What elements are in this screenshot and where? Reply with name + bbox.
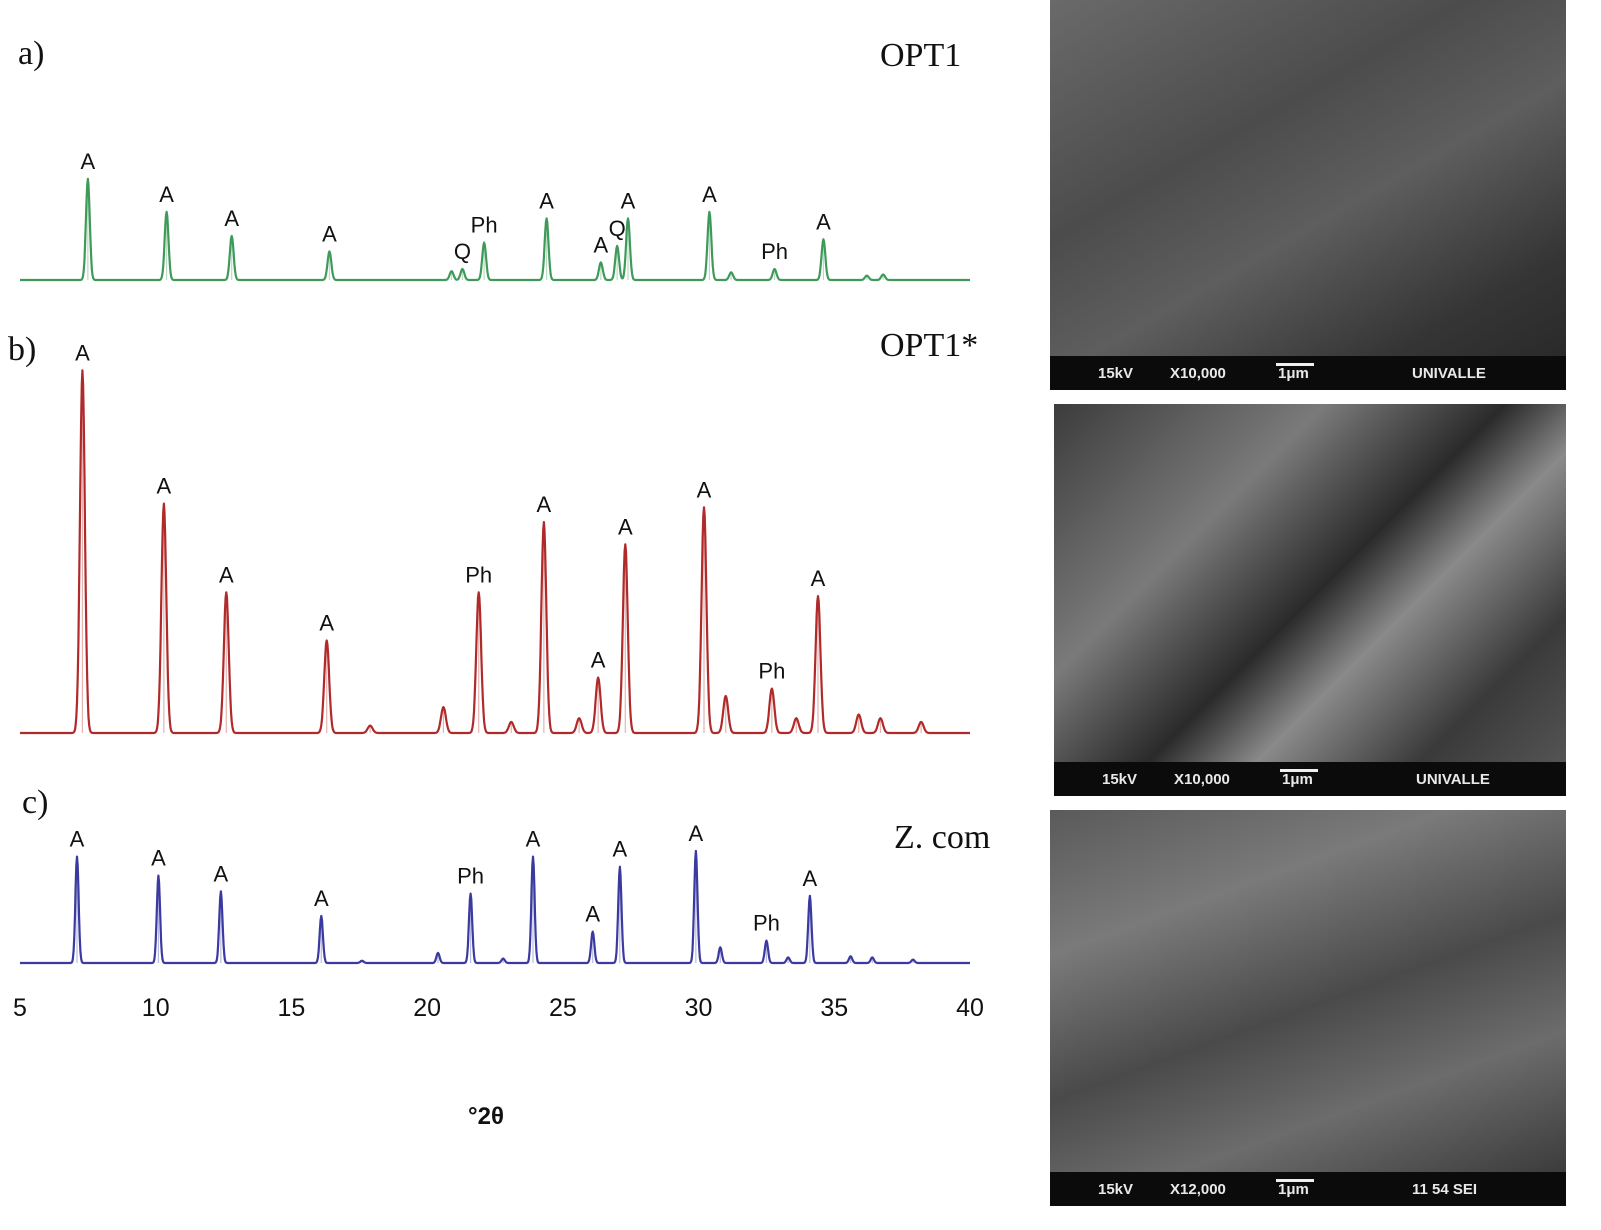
peak-label: A xyxy=(613,837,628,862)
peak-label: A xyxy=(539,188,554,213)
sem-info-bar xyxy=(1054,762,1566,796)
x-tick-label: 35 xyxy=(820,994,848,1022)
sem-voltage: 15kV xyxy=(1102,771,1138,788)
peak-label: A xyxy=(702,182,717,207)
peak-label: Ph xyxy=(761,239,788,264)
peak-label: A xyxy=(689,821,704,846)
peak-label: A xyxy=(591,648,606,673)
peak-label: Q xyxy=(609,216,626,241)
peak-label: A xyxy=(618,514,633,539)
sample-name-opt1: OPT1 xyxy=(880,37,961,74)
peak-label: Ph xyxy=(471,213,498,238)
peak-label: A xyxy=(526,827,541,852)
x-tick-label: 30 xyxy=(685,994,713,1022)
panel-label-a: a) xyxy=(18,35,44,72)
x-axis-ticks: 5 10 15 20 25 30 35 40 xyxy=(13,994,984,1022)
x-tick-label: 20 xyxy=(413,994,441,1022)
panel-label-b: b) xyxy=(8,331,36,368)
peak-label: A xyxy=(314,886,329,911)
x-axis-label: °2θ xyxy=(468,1103,504,1130)
sem-magnification: X10,000 xyxy=(1174,771,1230,788)
sem-scale-label: 1μm xyxy=(1278,1181,1309,1198)
peak-label: A xyxy=(219,562,234,587)
peak-label: A xyxy=(621,188,636,213)
sample-name-opt1-star: OPT1* xyxy=(880,327,978,364)
peak-label: Ph xyxy=(457,864,484,889)
sem-institution: UNIVALLE xyxy=(1412,365,1486,382)
peak-label: A xyxy=(319,611,334,636)
peak-label: A xyxy=(151,846,166,871)
xrd-trace xyxy=(19,177,971,282)
sem-magnification: X12,000 xyxy=(1170,1181,1226,1198)
peak-label: A xyxy=(81,149,96,174)
x-tick-label: 5 xyxy=(13,994,27,1022)
peak-label: A xyxy=(159,182,174,207)
peak-label: A xyxy=(75,340,90,365)
sem-institution: UNIVALLE xyxy=(1416,771,1490,788)
sem-voltage: 15kV xyxy=(1098,1181,1134,1198)
sem-voltage: 15kV xyxy=(1098,365,1134,382)
peak-label: A xyxy=(803,866,818,891)
peak-label: A xyxy=(811,566,826,591)
peak-label: Q xyxy=(454,239,471,264)
xrd-pattern-opt1-star: A A A A Ph A A A A Ph A xyxy=(19,340,971,735)
sem-magnification: X10,000 xyxy=(1170,365,1226,382)
sem-scale-label: 1μm xyxy=(1278,365,1309,382)
sem-scale-bar xyxy=(1276,1179,1314,1182)
peak-label: A xyxy=(816,209,831,234)
sem-scale-bar xyxy=(1280,769,1318,772)
x-tick-label: 25 xyxy=(549,994,577,1022)
peak-label: A xyxy=(70,827,85,852)
peak-label: A xyxy=(697,477,712,502)
peak-label: A xyxy=(224,206,239,231)
peak-label: A xyxy=(585,902,600,927)
sem-scale-label: 1μm xyxy=(1282,771,1313,788)
peak-label: A xyxy=(157,474,172,499)
x-tick-label: 15 xyxy=(278,994,306,1022)
xrd-pattern-z-com: A A A A Ph A A A A Ph A xyxy=(19,821,971,965)
xrd-trace xyxy=(19,849,971,965)
peak-label: Ph xyxy=(753,911,780,936)
sem-image-opt1: 15kV X10,000 1μm UNIVALLE xyxy=(1050,0,1566,390)
x-tick-label: 40 xyxy=(956,994,984,1022)
sem-image-z-com: 15kV X12,000 1μm 11 54 SEI xyxy=(1050,810,1566,1206)
peak-label: A xyxy=(537,492,552,517)
peak-label: A xyxy=(322,221,337,246)
sample-name-z-com: Z. com xyxy=(894,819,990,856)
peak-label: Ph xyxy=(758,659,785,684)
peak-label: Ph xyxy=(465,562,492,587)
panel-label-c: c) xyxy=(22,784,48,821)
sem-institution: 11 54 SEI xyxy=(1412,1181,1478,1198)
peak-label: A xyxy=(214,861,229,886)
sem-image-opt1-star: 15kV X10,000 1μm UNIVALLE xyxy=(1054,404,1566,796)
sem-info-bar xyxy=(1050,356,1566,390)
x-tick-label: 10 xyxy=(142,994,170,1022)
sem-info-bar xyxy=(1050,1172,1566,1206)
sem-scale-bar xyxy=(1276,363,1314,366)
peak-label: A xyxy=(594,232,609,257)
xrd-trace xyxy=(19,369,971,735)
